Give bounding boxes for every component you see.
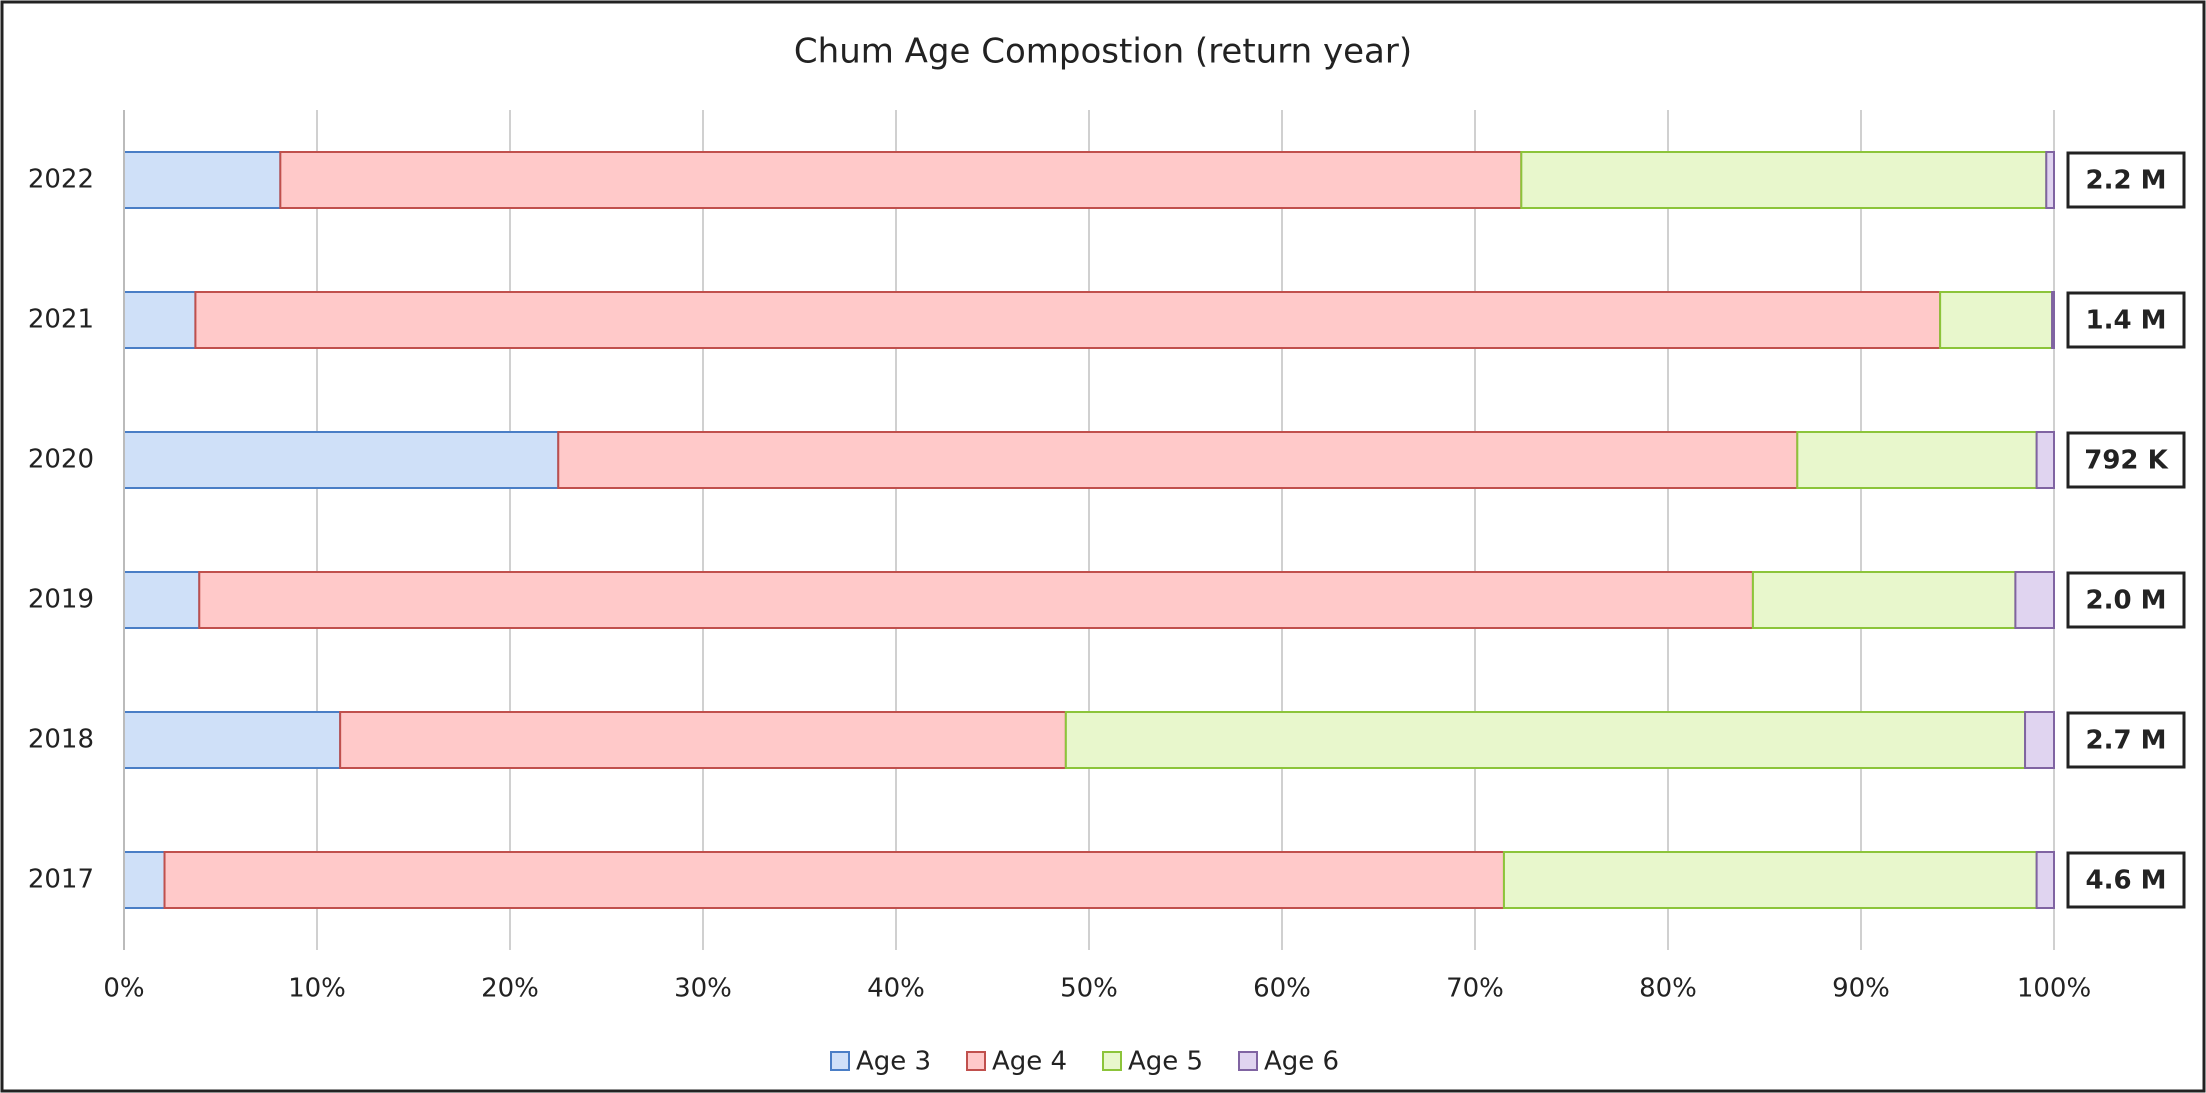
legend-swatch <box>966 1051 986 1071</box>
legend-label: Age 3 <box>856 1047 931 1077</box>
x-tick-label: 50% <box>1060 974 1118 1004</box>
bar-segment <box>2035 431 2056 489</box>
bar-segment <box>2014 571 2056 629</box>
bar-segment <box>1751 571 2017 629</box>
total-box <box>2066 151 2186 209</box>
bar-segment <box>1064 711 2027 769</box>
legend-swatch <box>1102 1051 1122 1071</box>
total-box <box>2066 851 2186 909</box>
total-box <box>2066 291 2186 349</box>
y-tick-label: 2020 <box>28 445 94 475</box>
legend-swatch <box>1238 1051 1258 1071</box>
bar-segment <box>123 711 342 769</box>
bar-segment <box>123 571 201 629</box>
x-tick-label: 40% <box>867 974 925 1004</box>
y-tick-label: 2019 <box>28 585 94 615</box>
total-label: 1.4 M <box>2086 306 2167 336</box>
total-box <box>2066 711 2186 769</box>
bar-segment <box>339 711 1067 769</box>
bar-segment <box>1502 851 2038 909</box>
y-tick-label: 2017 <box>28 865 94 895</box>
legend-label: Age 4 <box>992 1047 1067 1077</box>
bar-segment <box>194 291 1942 349</box>
bar-segment <box>1796 431 2038 489</box>
bar-segment <box>2045 151 2056 209</box>
x-tick-label: 10% <box>288 974 346 1004</box>
x-tick-label: 90% <box>1832 974 1890 1004</box>
y-tick-label: 2021 <box>28 305 94 335</box>
legend-label: Age 6 <box>1264 1047 1339 1077</box>
y-tick-label: 2022 <box>28 165 94 195</box>
x-tick-label: 100% <box>2017 974 2091 1004</box>
total-label: 4.6 M <box>2086 866 2167 896</box>
total-label: 2.7 M <box>2086 726 2167 756</box>
bar-segment <box>279 151 1523 209</box>
chart-title: Chum Age Compostion (return year) <box>794 32 1412 72</box>
total-label: 792 K <box>2084 446 2168 476</box>
total-box <box>2066 571 2186 629</box>
x-tick-label: 60% <box>1253 974 1311 1004</box>
x-tick-label: 0% <box>103 974 144 1004</box>
bar-segment <box>1939 291 2054 349</box>
bar-segment <box>557 431 1799 489</box>
bar-segment <box>2024 711 2056 769</box>
bar-segment <box>123 151 282 209</box>
bar-segment <box>163 851 1505 909</box>
legend-swatch <box>830 1051 850 1071</box>
x-tick-label: 30% <box>674 974 732 1004</box>
bar-segment <box>2051 291 2056 349</box>
bar-segment <box>198 571 1754 629</box>
bar-segment <box>123 431 560 489</box>
bar-segment <box>2035 851 2056 909</box>
bar-segment <box>123 851 166 909</box>
y-tick-label: 2018 <box>28 725 94 755</box>
total-label: 2.2 M <box>2086 166 2167 196</box>
total-label: 2.0 M <box>2086 586 2167 616</box>
legend-label: Age 5 <box>1128 1047 1203 1077</box>
x-tick-label: 80% <box>1639 974 1697 1004</box>
x-tick-label: 70% <box>1446 974 1504 1004</box>
total-box <box>2066 431 2186 489</box>
bar-segment <box>1520 151 2048 209</box>
bar-segment <box>123 291 197 349</box>
x-tick-label: 20% <box>481 974 539 1004</box>
